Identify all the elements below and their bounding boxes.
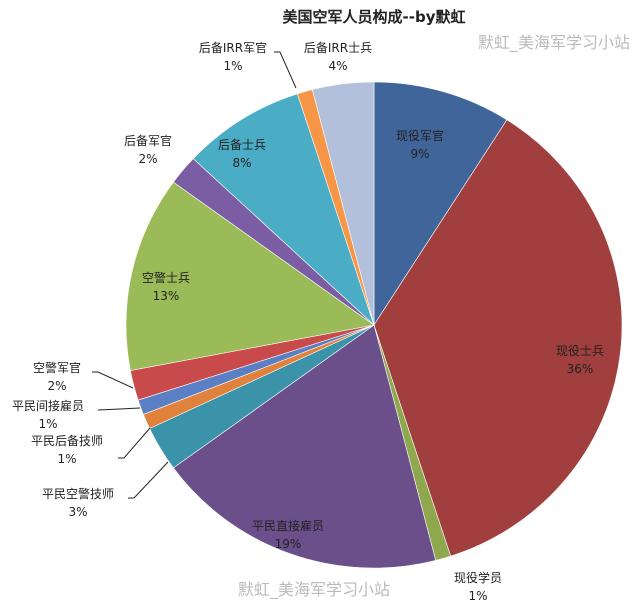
slice-percent-label: 2% <box>138 152 157 166</box>
leader-line <box>92 371 134 389</box>
slice-label: 平民间接雇员 <box>12 398 84 413</box>
slice-label: 平民空警技师 <box>42 486 114 501</box>
slice-label: 后备军官 <box>124 133 172 148</box>
pie-slice-0 <box>373 81 508 327</box>
leader-line <box>128 461 169 499</box>
chart-title: 美国空军人员构成--by默虹 <box>283 8 466 26</box>
slice-label: 平民后备技师 <box>31 434 103 448</box>
slice-percent-label: 1% <box>223 59 242 73</box>
slice-percent-label: 1% <box>38 417 57 431</box>
pie-slice-1 <box>373 119 623 557</box>
slice-label: 后备IRR士兵 <box>304 41 372 55</box>
slice-percent-label: 1% <box>57 452 76 466</box>
slice-percent-label: 3% <box>68 505 87 519</box>
slice-label: 后备士兵 <box>218 138 266 152</box>
slice-percent-label: 2% <box>47 379 66 393</box>
slice-label: 后备IRR军官 <box>199 40 267 55</box>
slice-label: 平民直接雇员 <box>252 518 324 533</box>
slice-percent-label: 13% <box>153 289 180 303</box>
slice-percent-label: 8% <box>232 156 251 170</box>
slice-percent-label: 19% <box>275 537 302 551</box>
pie-slice-10 <box>192 93 375 327</box>
slice-percent-label: 36% <box>567 362 594 376</box>
watermark-2: 默虹_美海军学习小站 <box>478 33 630 53</box>
leader-line <box>274 51 297 89</box>
pie-slice-8 <box>125 181 375 371</box>
pie-slice-12 <box>311 81 375 326</box>
slice-percent-label: 1% <box>468 589 487 603</box>
slice-label: 现役士兵 <box>556 343 604 358</box>
pie-slice-3 <box>172 324 437 569</box>
watermark-1: 默虹_美海军学习小站 <box>238 580 390 600</box>
leader-line <box>97 407 141 411</box>
slice-label: 现役军官 <box>396 128 444 143</box>
slice-label: 现役学员 <box>454 570 502 585</box>
leader-line <box>118 427 151 459</box>
slice-percent-label: 9% <box>410 147 429 161</box>
slice-percent-label: 4% <box>328 59 347 73</box>
slice-label: 空警士兵 <box>142 270 190 285</box>
slice-label: 空警军官 <box>33 360 81 375</box>
